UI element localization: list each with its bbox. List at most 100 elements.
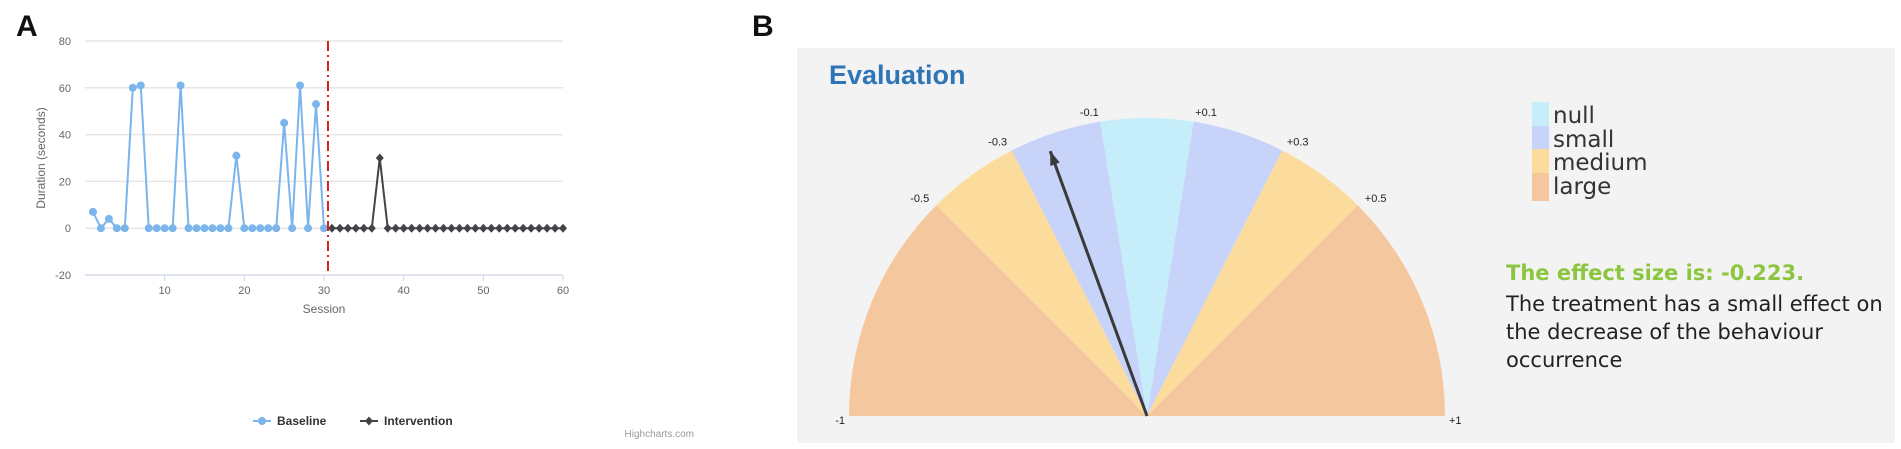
gauge-chart: -1 -0.5 -0.3 -0.1 +0.1 +0.3 +0.5 +1 (835, 107, 1461, 427)
gauge-tick-label: -1 (835, 415, 845, 427)
y-tick-label: 40 (59, 130, 71, 142)
data-point[interactable] (208, 224, 217, 233)
gauge-tick-label: +1 (1449, 415, 1462, 427)
data-point[interactable] (559, 223, 567, 233)
gauge-band-large (849, 205, 1147, 416)
data-point[interactable] (280, 118, 289, 127)
gauge-tick-label: +0.1 (1195, 107, 1217, 119)
data-point[interactable] (519, 223, 528, 233)
data-point[interactable] (335, 223, 344, 233)
data-point[interactable] (200, 224, 209, 233)
data-point[interactable] (176, 81, 185, 90)
legend-label: small (1553, 126, 1615, 153)
data-point[interactable] (359, 223, 368, 233)
data-point[interactable] (88, 207, 97, 216)
x-tick-label: 10 (159, 285, 171, 297)
data-point[interactable] (232, 151, 241, 160)
line-chart: -20 0 20 40 60 80 10 20 30 40 50 60 Duration (seco… (34, 36, 694, 440)
data-point[interactable] (487, 223, 496, 233)
legend-swatch (1532, 125, 1549, 154)
data-point[interactable] (224, 224, 233, 233)
gauge-needle (1048, 150, 1149, 417)
data-point[interactable] (391, 223, 400, 233)
data-point[interactable] (272, 224, 281, 233)
data-point[interactable] (511, 223, 520, 233)
data-point[interactable] (240, 224, 249, 233)
data-point[interactable] (327, 223, 336, 233)
legend-swatch (1532, 172, 1549, 201)
data-point[interactable] (104, 214, 113, 223)
legend-item-medium: medium (1532, 149, 1648, 177)
x-axis-title: Session (303, 302, 346, 316)
gauge-tick-labels: -1 -0.5 -0.3 -0.1 +0.1 +0.3 +0.5 +1 (835, 107, 1461, 427)
data-point[interactable] (264, 224, 273, 233)
data-point[interactable] (296, 81, 305, 90)
legend[interactable]: Baseline Intervention (253, 414, 453, 428)
data-point[interactable] (527, 223, 536, 233)
legend-label: large (1553, 173, 1612, 200)
data-point[interactable] (160, 224, 169, 233)
series-line-baseline (92, 84, 325, 231)
data-point[interactable] (168, 224, 177, 233)
data-point[interactable] (495, 223, 504, 233)
data-point[interactable] (447, 223, 456, 233)
gauge-tick-label: -0.3 (988, 137, 1007, 149)
data-point[interactable] (152, 224, 161, 233)
data-point[interactable] (367, 223, 376, 233)
data-point[interactable] (184, 224, 193, 233)
gauge-bands (849, 118, 1445, 417)
data-point[interactable] (479, 223, 488, 233)
gauge-needle-line (1048, 150, 1149, 417)
data-point[interactable] (312, 100, 321, 109)
data-point[interactable] (128, 83, 137, 92)
legend-swatch (1532, 102, 1549, 130)
data-point[interactable] (320, 224, 328, 233)
evaluation-title: Evaluation (829, 60, 966, 90)
data-point[interactable] (551, 223, 560, 233)
data-point[interactable] (248, 224, 257, 233)
x-tick-label: 20 (238, 285, 250, 297)
chart-credit[interactable]: Highcharts.com (625, 429, 694, 440)
data-point[interactable] (471, 223, 480, 233)
data-point[interactable] (431, 223, 440, 233)
grid-lines (85, 40, 563, 276)
gauge-band-medium (936, 150, 1147, 417)
x-tick-label: 40 (398, 285, 410, 297)
data-point[interactable] (112, 224, 121, 233)
legend-item-small: small (1532, 125, 1615, 154)
legend-baseline-label[interactable]: Baseline (277, 414, 327, 428)
data-point[interactable] (304, 224, 313, 233)
legend-intervention-label[interactable]: Intervention (384, 414, 453, 428)
data-point[interactable] (383, 223, 392, 233)
data-point[interactable] (543, 223, 552, 233)
data-point[interactable] (96, 224, 105, 233)
data-point[interactable] (423, 223, 432, 233)
data-point[interactable] (535, 223, 544, 233)
data-point[interactable] (463, 223, 472, 233)
data-point[interactable] (144, 224, 153, 233)
data-point[interactable] (399, 223, 408, 233)
data-point[interactable] (256, 224, 265, 233)
data-point[interactable] (288, 224, 297, 233)
gauge-band-null (1100, 118, 1194, 417)
data-point[interactable] (439, 223, 448, 233)
y-tick-label: 20 (59, 176, 71, 188)
data-point[interactable] (407, 223, 416, 233)
gauge-tick-label: +0.3 (1287, 137, 1309, 149)
data-point[interactable] (120, 224, 129, 233)
gauge-tick-label: +0.5 (1365, 193, 1387, 205)
evaluation-panel: Evaluation -1 -0.5 -0.3 -0.1 +0.1 +0.3 +0.5 +1 … (797, 48, 1895, 443)
data-point[interactable] (216, 224, 225, 233)
data-point[interactable] (136, 81, 145, 90)
data-point[interactable] (192, 224, 201, 233)
data-point[interactable] (343, 223, 352, 233)
x-tick-label: 50 (477, 285, 489, 297)
data-point[interactable] (503, 223, 512, 233)
effect-description: The treatment has a small effect on the … (1506, 292, 1883, 372)
data-point[interactable] (415, 223, 424, 233)
data-point[interactable] (351, 223, 360, 233)
data-point[interactable] (375, 153, 384, 163)
legend-swatch (1532, 149, 1549, 177)
data-point[interactable] (455, 223, 464, 233)
panel-a-letter: A (16, 10, 38, 43)
